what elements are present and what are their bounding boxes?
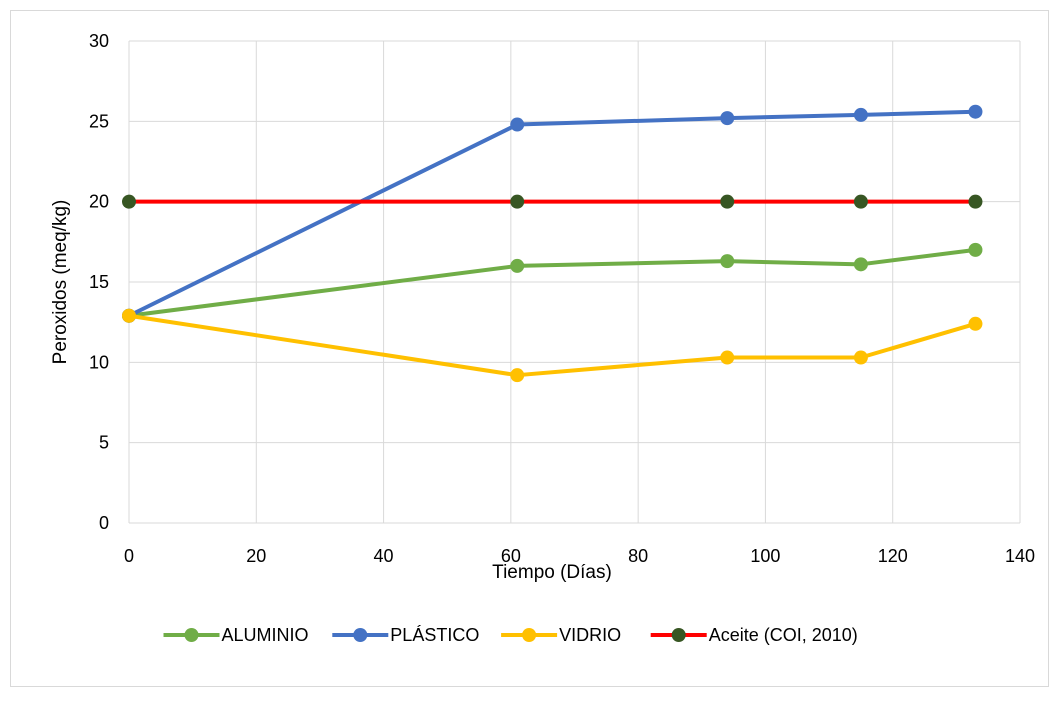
axes: 0 5 10 15 20 25 30 0 20 40 60 80 100 120 140 xyxy=(89,31,1035,566)
series-3 xyxy=(122,194,983,209)
legend-swatch-marker xyxy=(522,628,537,642)
data-point xyxy=(122,194,136,209)
series-0 xyxy=(122,242,983,323)
legend-swatch-marker xyxy=(671,628,686,642)
x-axis-title: Tiempo (Días) xyxy=(492,562,612,583)
y-tick-label: 10 xyxy=(89,352,109,372)
series-layer xyxy=(122,104,983,383)
legend-label: ALUMINIO xyxy=(222,625,309,645)
legend-label: Aceite (COI, 2010) xyxy=(709,625,858,645)
y-tick-label: 20 xyxy=(89,192,109,212)
x-tick-label: 60 xyxy=(501,546,521,566)
y-tick-label: 30 xyxy=(89,31,109,51)
data-point xyxy=(853,257,868,272)
x-tick-label: 140 xyxy=(1005,546,1035,566)
data-point xyxy=(122,308,136,323)
data-point xyxy=(720,350,735,365)
data-point xyxy=(968,242,983,257)
legend-swatch-marker xyxy=(353,628,368,642)
legend: ALUMINIO PLÁSTICO VIDRIO Aceite (COI, 2010) xyxy=(163,625,858,645)
y-tick-label: 25 xyxy=(89,111,109,131)
data-point xyxy=(853,194,868,209)
legend-item: PLÁSTICO xyxy=(332,625,479,645)
data-point xyxy=(510,117,525,132)
y-axis-title: Peroxidos (meq/kg) xyxy=(50,200,71,365)
data-point xyxy=(968,316,983,331)
x-tick-label: 80 xyxy=(628,546,648,566)
legend-swatch-marker xyxy=(184,628,199,642)
series-2 xyxy=(122,308,983,383)
data-point xyxy=(510,194,525,209)
y-tick-label: 15 xyxy=(89,272,109,292)
data-point xyxy=(720,254,735,269)
data-point xyxy=(510,368,525,383)
x-tick-label: 20 xyxy=(246,546,266,566)
data-point xyxy=(720,111,735,126)
legend-item: Aceite (COI, 2010) xyxy=(650,625,858,645)
legend-item: ALUMINIO xyxy=(163,625,309,645)
data-point xyxy=(720,194,735,209)
legend-item: VIDRIO xyxy=(501,625,621,645)
data-point xyxy=(968,194,983,209)
x-tick-label: 0 xyxy=(124,546,134,566)
y-tick-label: 5 xyxy=(99,433,109,453)
data-point xyxy=(853,350,868,365)
data-point xyxy=(853,107,868,122)
legend-label: VIDRIO xyxy=(559,625,621,645)
data-point xyxy=(510,258,525,273)
x-tick-label: 40 xyxy=(374,546,394,566)
y-tick-label: 0 xyxy=(99,513,109,533)
data-point xyxy=(968,104,983,119)
legend-label: PLÁSTICO xyxy=(390,625,479,645)
x-tick-label: 100 xyxy=(750,546,780,566)
x-tick-label: 120 xyxy=(878,546,908,566)
